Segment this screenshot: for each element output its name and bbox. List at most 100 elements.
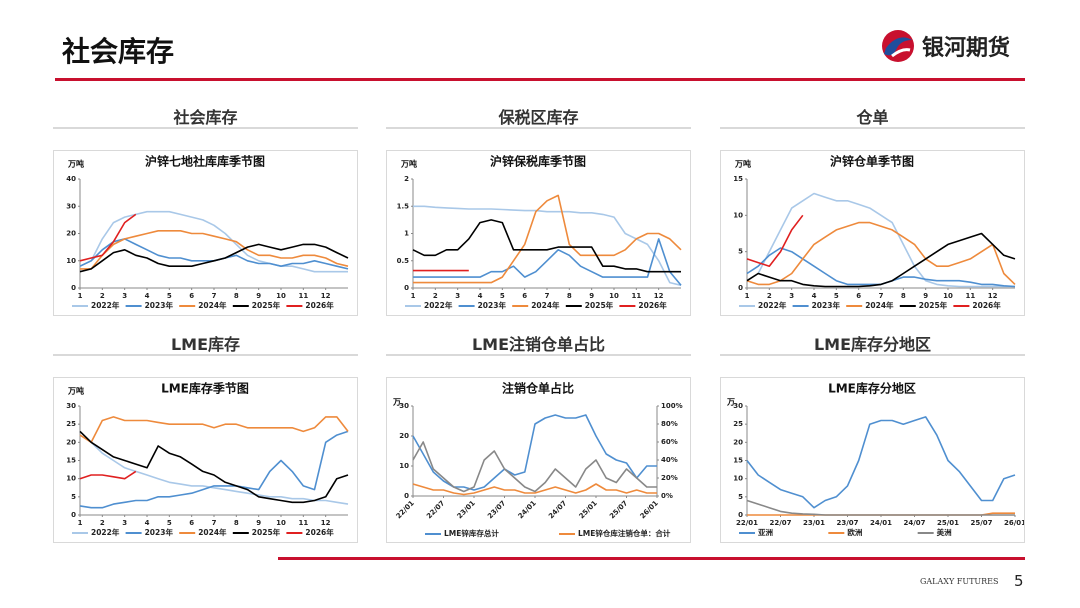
y-tick-label: 15 [733, 457, 743, 465]
x-tick-label: 23/01 [803, 519, 825, 527]
legend-label: 亚洲 [758, 528, 773, 537]
series-line [413, 205, 682, 287]
x-tick-label: 23/01 [456, 499, 477, 520]
x-tick-label: 5 [500, 292, 505, 300]
y-tick-label: 10 [399, 462, 409, 470]
y-axis-label: 万 [392, 398, 401, 407]
legend-label: 2025年 [585, 300, 614, 310]
x-tick-label: 7 [212, 292, 217, 300]
series-line [746, 232, 1016, 288]
legend-label: LME锌库存总计 [444, 528, 499, 538]
y-tick-label: 0 [738, 511, 743, 519]
y2-tick-label: 100% [661, 402, 683, 410]
section-heading: LME库存分地区 [813, 335, 932, 354]
x-tick-label: 3 [122, 519, 127, 527]
legend-label: 2024年 [198, 300, 227, 310]
chart-box: 沪锌仓单季节图 万吨 0 5 10 15 1 2 3 4 5 6 7 8 9 10 11 12 2022年 2023年… [720, 150, 1025, 316]
x-tick-label: 10 [609, 292, 619, 300]
x-tick-label: 6 [522, 292, 527, 300]
legend-label: 2024年 [531, 300, 560, 310]
x-tick-label: 1 [78, 292, 83, 300]
x-tick-label: 3 [122, 292, 127, 300]
bottom-rule [278, 557, 1025, 560]
y-tick-label: 30 [66, 202, 76, 210]
y-tick-label: 15 [733, 175, 743, 183]
x-tick-label: 9 [256, 292, 261, 300]
y-axis-label: 万吨 [400, 159, 417, 169]
x-tick-label: 7 [879, 292, 884, 300]
y-tick-label: 20 [399, 432, 409, 440]
legend-label: 2022年 [91, 300, 120, 310]
y-tick-label: 15 [66, 457, 76, 465]
y-axis-label: 万吨 [734, 159, 751, 169]
x-tick-label: 1 [411, 292, 416, 300]
x-tick-label: 11 [298, 519, 308, 527]
y-tick-label: 5 [738, 493, 743, 501]
x-tick-label: 25/01 [937, 519, 959, 527]
x-tick-label: 25/07 [970, 519, 992, 527]
y-tick-label: 25 [733, 420, 743, 428]
series-line [412, 483, 657, 496]
x-tick-label: 8 [234, 292, 239, 300]
legend-label: 2022年 [424, 300, 453, 310]
section-rule [53, 127, 358, 129]
legend-label: 2026年 [972, 300, 1001, 310]
section-heading: 仓单 [856, 108, 889, 127]
series-line [413, 194, 682, 284]
page-number: 5 [1014, 572, 1024, 590]
series-line [79, 470, 137, 480]
y-tick-label: 0 [404, 492, 409, 500]
x-tick-label: 25/01 [578, 499, 599, 520]
y-tick-label: 20 [733, 438, 743, 446]
legend-label: 2025年 [252, 300, 281, 310]
footer-brand: GALAXY FUTURES [920, 577, 999, 586]
x-tick-label: 23/07 [486, 499, 507, 520]
x-tick-label: 24/07 [547, 499, 568, 520]
y-tick-label: 10 [66, 475, 76, 483]
x-tick-label: 7 [212, 519, 217, 527]
x-tick-label: 26/01 [1004, 519, 1024, 527]
x-tick-label: 4 [478, 292, 483, 300]
series-line [746, 499, 1015, 516]
x-tick-label: 2 [767, 292, 772, 300]
section-rule [386, 127, 691, 129]
x-tick-label: 9 [589, 292, 594, 300]
section-heading: 保税区库存 [498, 108, 579, 127]
x-tick-label: 4 [812, 292, 817, 300]
series-line [80, 230, 349, 270]
legend-label: 2023年 [812, 300, 841, 310]
x-tick-label: 23/07 [836, 519, 858, 527]
x-tick-label: 7 [545, 292, 550, 300]
y-tick-label: 10 [733, 475, 743, 483]
y-axis-label: 万吨 [67, 386, 84, 396]
y-tick-label: 20 [66, 230, 76, 238]
legend-label: 2022年 [758, 300, 787, 310]
top-rule [55, 78, 1025, 81]
x-tick-label: 6 [856, 292, 861, 300]
chart-title: LME库存分地区 [828, 381, 916, 396]
x-tick-label: 4 [145, 292, 150, 300]
chart-box: 注销仓单占比万 0 10 20 30 0% 20% 40% 60% 80% 100% 22/01 22/… [386, 377, 691, 543]
x-tick-label: 9 [923, 292, 928, 300]
section-rule [53, 354, 358, 356]
y-tick-label: 30 [733, 402, 743, 410]
x-tick-label: 22/07 [425, 499, 446, 520]
legend-label: 2026年 [305, 300, 334, 310]
section-heading: 社会库存 [173, 108, 238, 127]
section-rule [720, 354, 1025, 356]
x-tick-label: 4 [145, 519, 150, 527]
legend-label: 2023年 [145, 300, 174, 310]
x-tick-label: 22/01 [736, 519, 758, 527]
y-tick-label: 0 [71, 284, 76, 292]
x-tick-label: 5 [834, 292, 839, 300]
x-tick-label: 12 [321, 519, 331, 527]
x-tick-label: 2 [100, 519, 105, 527]
chart-box: LME库存季节图 万吨 0 5 10 15 20 25 30 1 2 3 4 5 6 7 8 9 10 11 12 202… [53, 377, 358, 543]
x-tick-label: 10 [276, 519, 286, 527]
y-tick-label: 30 [66, 402, 76, 410]
